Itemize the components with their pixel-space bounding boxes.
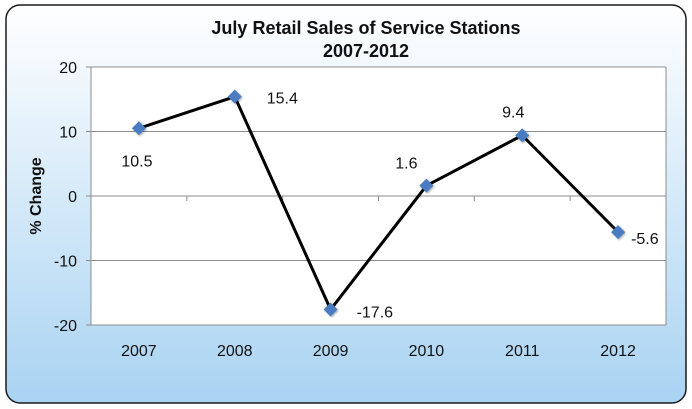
x-tick-label: 2011 [505,343,540,360]
x-tick-labels: 2007 2008 2009 2010 2011 2012 [121,343,636,360]
data-point-marker [227,89,242,104]
y-axis-title: % Change [28,157,45,234]
data-label: -17.6 [357,305,394,322]
series-line [138,95,620,312]
data-label: 9.4 [502,104,524,121]
data-point-marker [419,178,434,193]
x-tick-label: 2010 [409,343,445,360]
data-point-marker [131,121,146,136]
data-labels: 10.5 15.4 -17.6 1.6 9.4 -5.6 [121,91,658,322]
series-line-layer [138,95,620,312]
axes [86,66,667,326]
y-tick-label: 20 [59,60,77,77]
chart-subtitle: 2007-2012 [323,41,409,61]
y-tick-label: 0 [68,189,77,206]
data-point-marker [323,302,338,317]
data-label: 15.4 [267,91,298,108]
x-tick-label: 2007 [121,343,157,360]
y-tick-label: 10 [59,125,77,142]
chart-title: July Retail Sales of Service Stations [211,18,520,38]
x-tick-label: 2009 [313,343,349,360]
y-tick-label: -20 [54,318,77,335]
x-tick-label: 2012 [600,343,636,360]
data-label: -5.6 [631,231,659,248]
data-label: 10.5 [121,153,152,170]
y-tick-label: -10 [54,254,77,271]
x-tick-label: 2008 [217,343,253,360]
data-point-marker [515,128,530,143]
y-tick-labels: -20 -10 0 10 20 [54,60,77,335]
data-label: 1.6 [395,156,417,173]
series-markers [131,89,626,317]
data-point-marker [611,225,626,240]
